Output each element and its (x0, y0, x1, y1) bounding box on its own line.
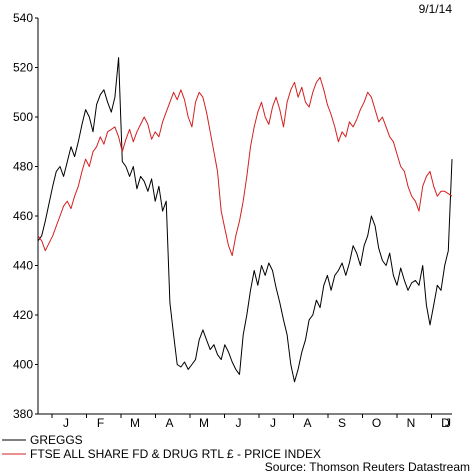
y-tick-label: 440 (13, 259, 33, 273)
x-tick-label: J (445, 416, 451, 430)
greggs-series-line (37, 57, 453, 383)
y-tick-label: 520 (13, 61, 33, 75)
x-tick-label: S (338, 416, 346, 430)
x-tick-label: J (63, 416, 69, 430)
y-tick-label: 420 (13, 308, 33, 322)
date-label: 9/1/14 (419, 2, 453, 16)
x-tick-label: A (303, 416, 311, 430)
x-tick-label: M (130, 416, 140, 430)
y-tick-label: 540 (13, 11, 33, 25)
x-axis: J F M A M J J A S O N DJ (51, 414, 451, 430)
x-tick-label: J (236, 416, 242, 430)
x-tick-label: A (165, 416, 173, 430)
y-tick-label: 460 (13, 209, 33, 223)
plot-frame (37, 18, 452, 415)
legend-label: FTSE ALL SHARE FD & DRUG RTL £ - PRICE I… (30, 447, 321, 461)
x-tick-label: F (97, 416, 104, 430)
y-tick-label: 380 (13, 407, 33, 421)
y-tick-label: 480 (13, 160, 33, 174)
legend-label: GREGGS (30, 433, 83, 447)
x-tick-label: J (270, 416, 276, 430)
source-note: Source: Thomson Reuters Datastream (265, 460, 470, 474)
x-tick-label: D (441, 416, 450, 430)
y-axis: 380 400 420 440 460 480 500 520 540 (13, 11, 38, 421)
x-tick-label: M (199, 416, 209, 430)
x-tick-label: O (372, 416, 381, 430)
y-tick-label: 400 (13, 358, 33, 372)
y-tick-label: 500 (13, 110, 33, 124)
x-tick-label: N (407, 416, 416, 430)
ftse-food-drug-series-line (37, 76, 453, 257)
series-layer (37, 57, 453, 383)
